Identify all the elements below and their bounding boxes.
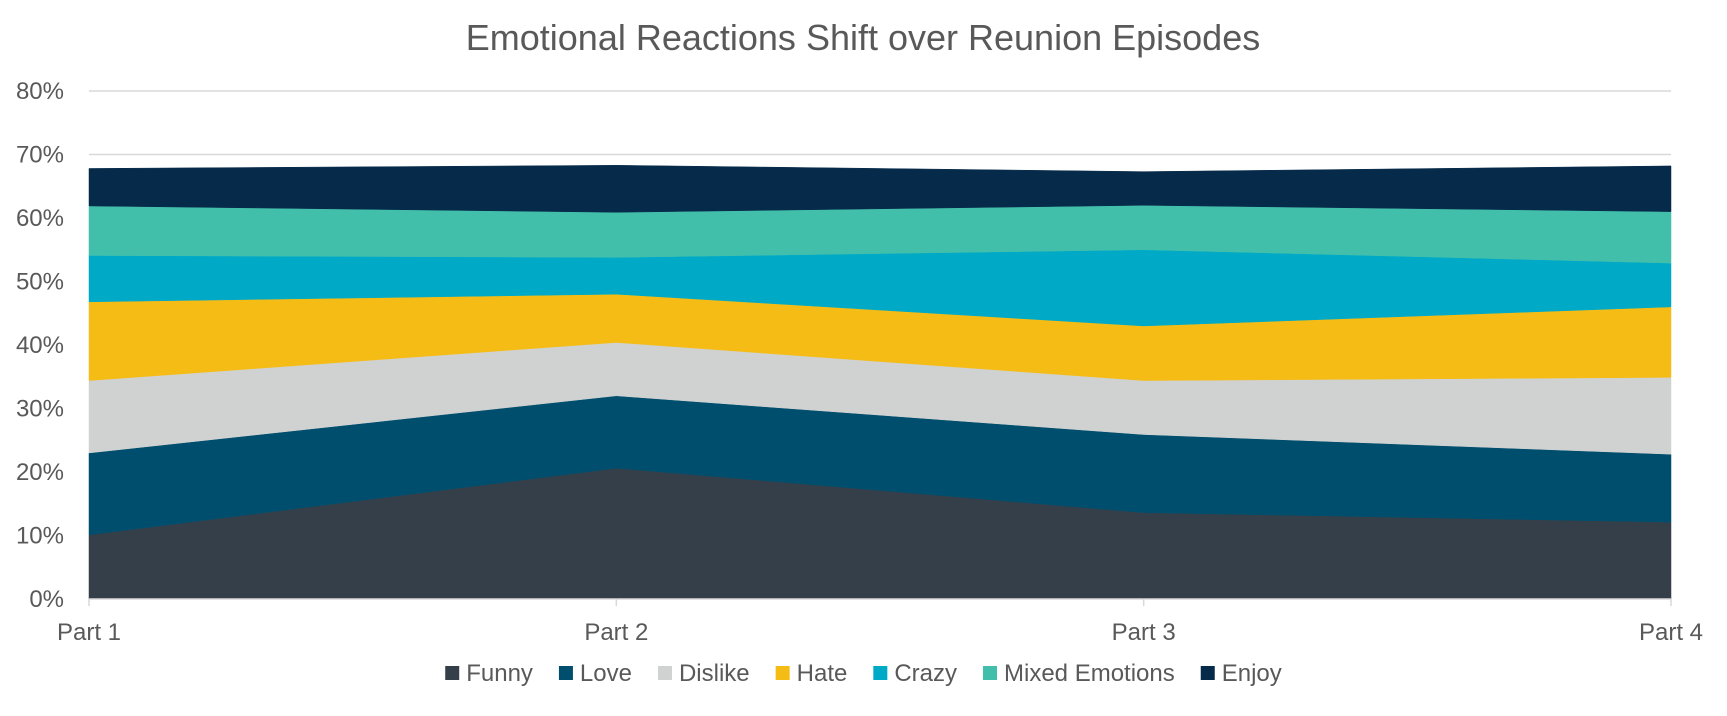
legend-item-mixed-emotions: Mixed Emotions: [983, 660, 1175, 687]
legend-item-hate: Hate: [775, 660, 848, 687]
legend-swatch: [1200, 666, 1215, 680]
y-tick-label: 10%: [16, 523, 64, 550]
x-tick-label: Part 3: [1112, 619, 1176, 646]
legend-label: Funny: [466, 660, 533, 687]
legend-label: Enjoy: [1222, 660, 1282, 687]
y-tick-label: 80%: [16, 78, 64, 105]
y-tick-label: 30%: [16, 396, 64, 423]
chart-title: Emotional Reactions Shift over Reunion E…: [466, 17, 1260, 58]
legend-swatch: [983, 666, 998, 680]
legend-swatch: [445, 666, 460, 680]
x-tick-label: Part 1: [57, 619, 121, 646]
x-tick-label: Part 4: [1639, 619, 1703, 646]
legend-swatch: [657, 666, 672, 680]
legend-label: Mixed Emotions: [1004, 660, 1175, 687]
legend-label: Crazy: [894, 660, 957, 687]
axes: 0% 10% 20% 30% 40% 50% 60% 70% 80% Part 1 Part 2 Pa…: [16, 78, 1703, 646]
legend: Funny Love Dislike Hate Crazy Mixed Emotions E…: [445, 660, 1282, 687]
legend-swatch: [558, 666, 573, 680]
y-tick-label: 0%: [29, 586, 64, 613]
legend-item-enjoy: Enjoy: [1200, 660, 1282, 687]
y-tick-label: 70%: [16, 142, 64, 169]
legend-item-dislike: Dislike: [657, 660, 750, 687]
x-tick-label: Part 2: [584, 619, 648, 646]
y-tick-label: 20%: [16, 459, 64, 486]
y-tick-label: 40%: [16, 332, 64, 359]
area-series-enjoy: [88, 165, 1672, 213]
legend-item-crazy: Crazy: [873, 660, 957, 687]
legend-label: Dislike: [679, 660, 750, 687]
area-series-group: [88, 165, 1672, 600]
legend-item-funny: Funny: [445, 660, 533, 687]
legend-swatch: [775, 666, 790, 680]
y-tick-label: 50%: [16, 269, 64, 296]
legend-swatch: [873, 666, 888, 680]
legend-item-love: Love: [558, 660, 632, 687]
legend-label: Love: [580, 660, 632, 687]
y-tick-label: 60%: [16, 205, 64, 232]
legend-label: Hate: [797, 660, 848, 687]
